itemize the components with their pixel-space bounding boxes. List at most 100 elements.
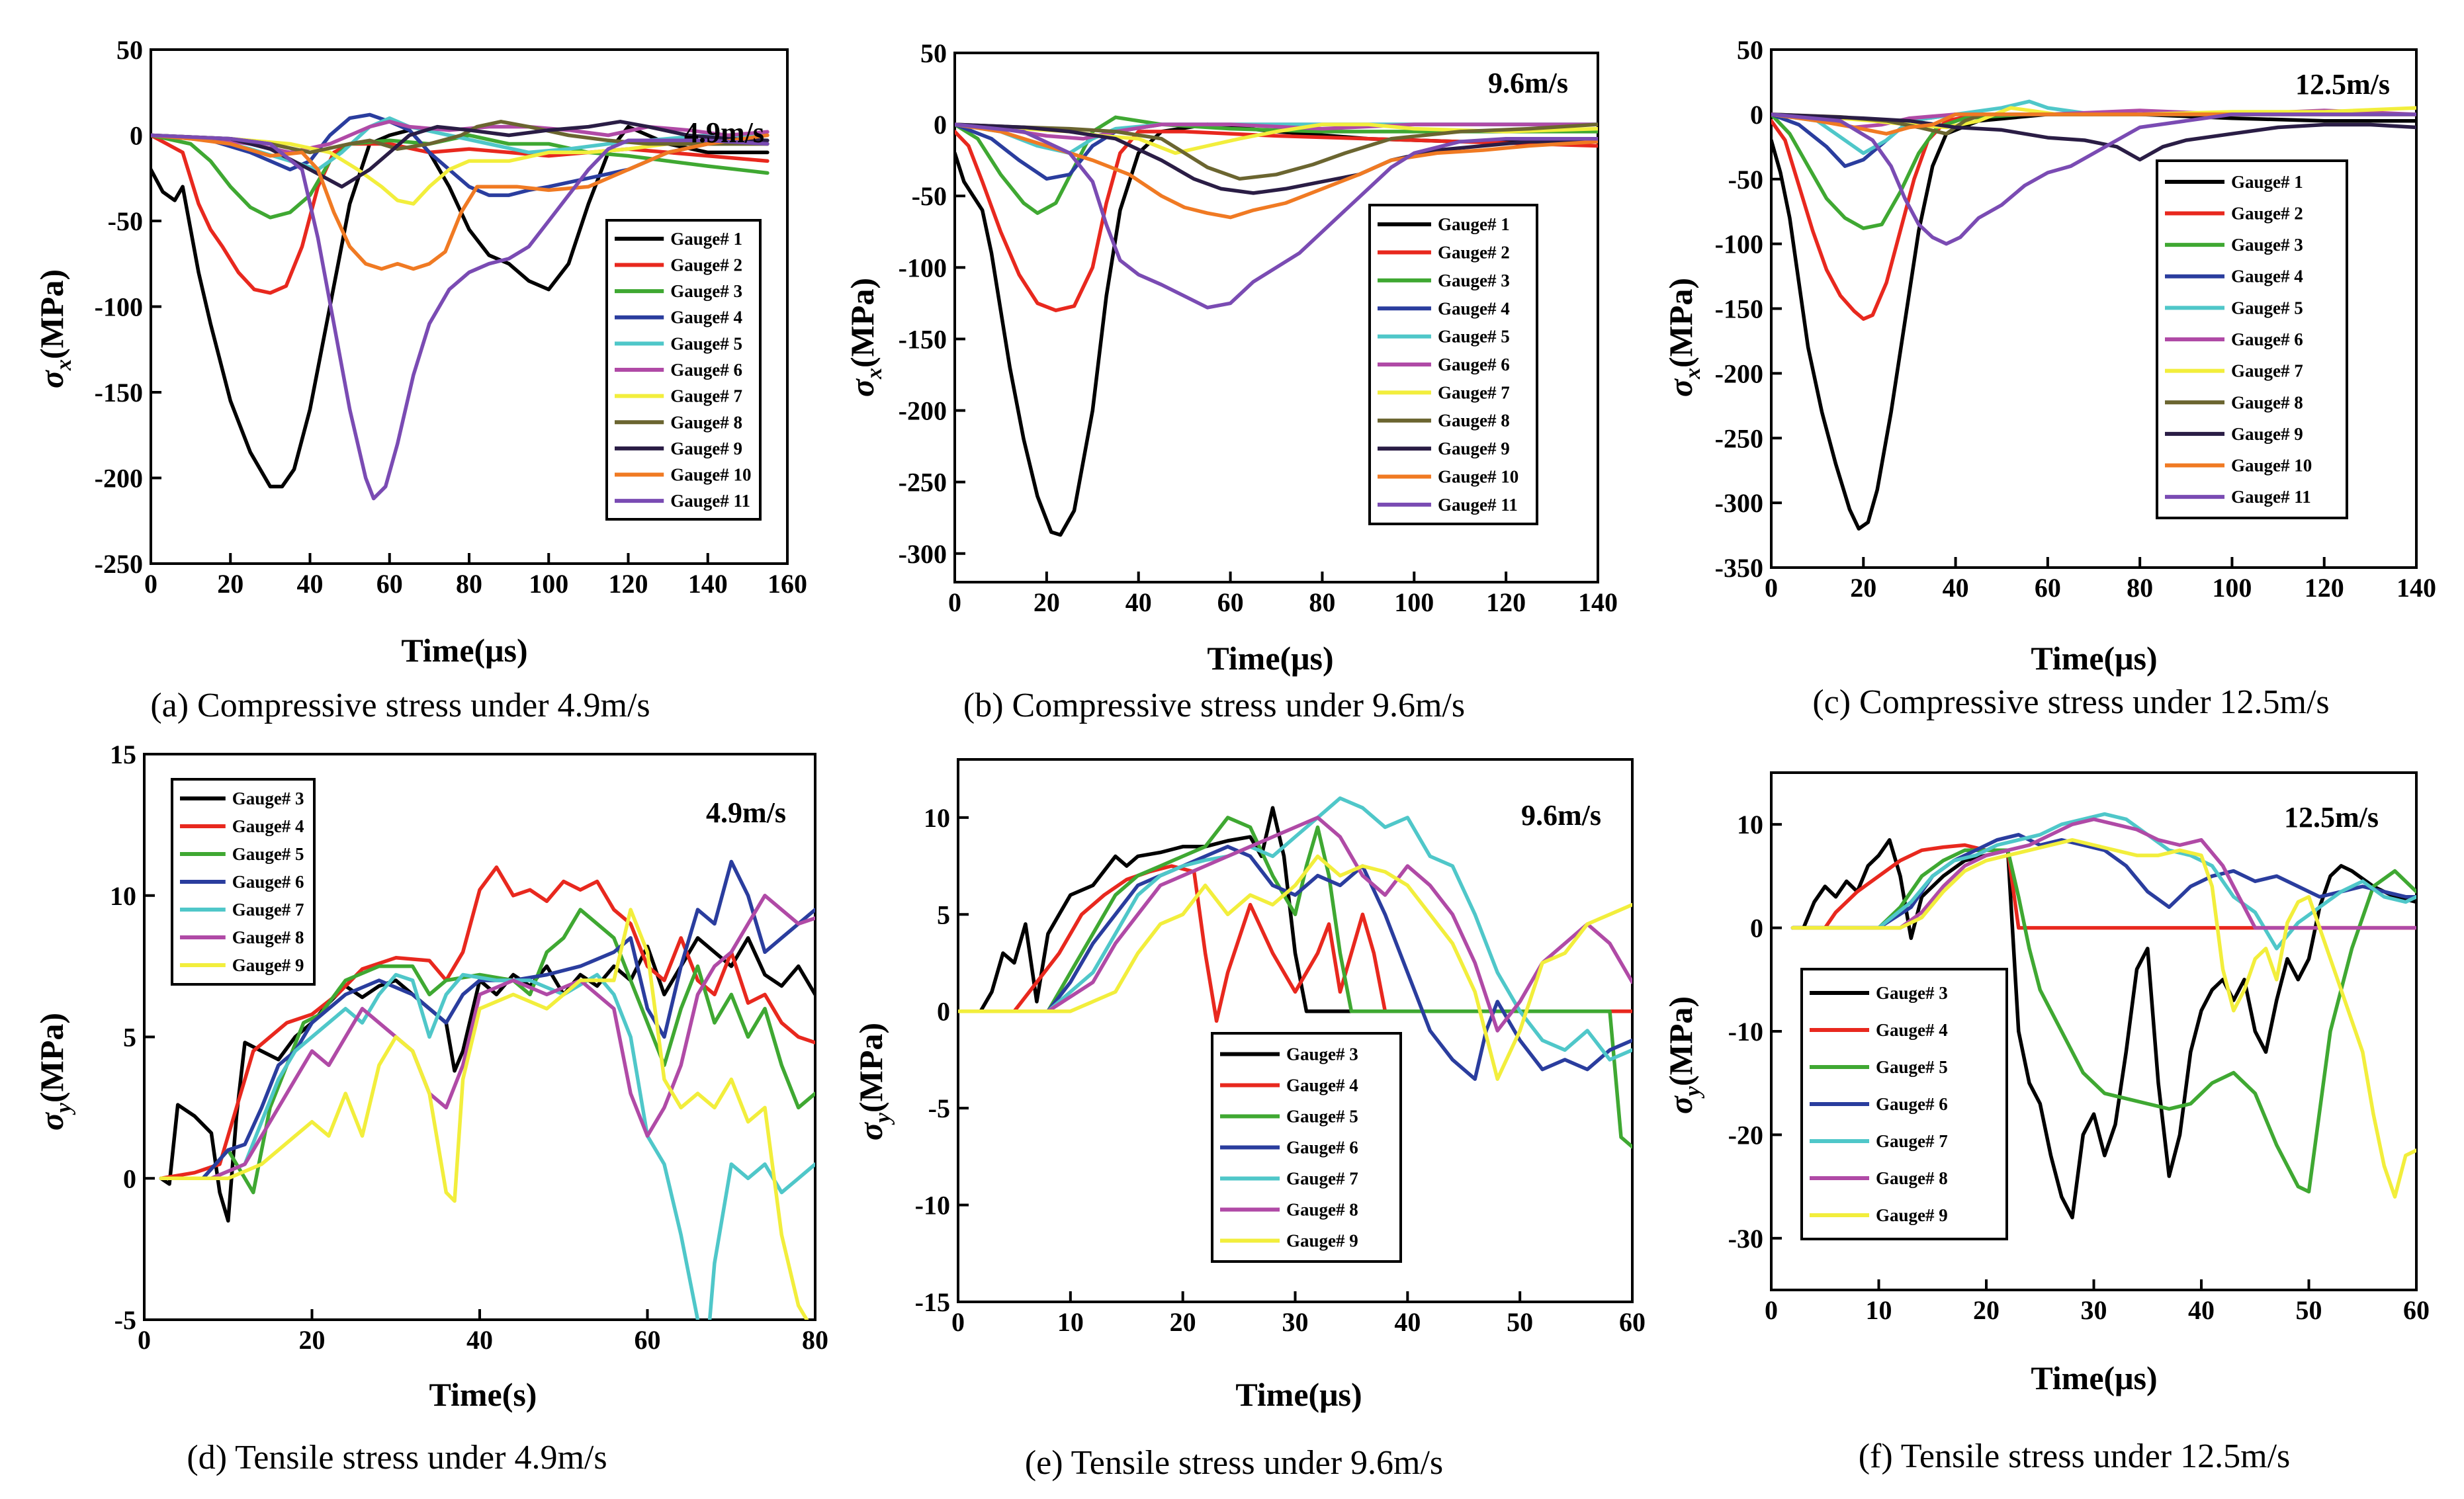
panel-d-speed-annotation: 4.9m/s: [706, 796, 786, 829]
y-tick-label: -15: [915, 1287, 950, 1317]
panel-f-y-axis-symbol: σ: [1662, 1095, 1699, 1114]
y-tick-label: -50: [108, 206, 143, 236]
x-tick-label: 20: [217, 569, 243, 599]
series-line-gauge-10: [151, 133, 770, 271]
y-tick-label: 0: [937, 997, 950, 1027]
panel-e-y-axis-title: σy(MPa): [852, 1023, 895, 1140]
panel-b-y-axis-title: σx(MPa): [844, 278, 887, 397]
x-tick-label: 60: [1217, 587, 1244, 617]
panel-b-x-axis-title: Time(μs): [1207, 640, 1333, 677]
y-tick-label: 50: [1737, 35, 1763, 65]
series-line-gauge-11: [1771, 112, 2416, 246]
legend-label: Gauge# 2: [2231, 203, 2303, 223]
y-tick-label: 10: [1737, 810, 1763, 839]
y-tick-label: -100: [899, 253, 947, 282]
legend-label: Gauge# 7: [1438, 382, 1510, 402]
legend-label: Gauge# 7: [232, 900, 304, 920]
panel-d-y-axis-unit: (MPa): [33, 1013, 70, 1103]
panel-a-speed-annotation: 4.9m/s: [684, 116, 764, 149]
legend-label: Gauge# 9: [232, 955, 304, 975]
y-tick-label: -150: [95, 378, 143, 407]
x-tick-label: 10: [1057, 1307, 1084, 1337]
x-tick-label: 140: [688, 569, 728, 599]
legend-label: Gauge# 5: [232, 844, 304, 864]
panel-c-y-axis-title: σx(MPa): [1662, 278, 1705, 397]
x-tick-label: 80: [456, 569, 482, 599]
panel-a: 0 20 40 60 80 100 120 140 160 -250 -200 -150 -100 -50…: [33, 35, 807, 724]
series-line-gauge-3: [1790, 837, 2416, 1220]
panel-a-legend-entries: Gauge# 1 Gauge# 2 Gauge# 3 Gauge# 4 Gauge# 5…: [615, 229, 752, 511]
panel-e-legend: Gauge# 3 Gauge# 4 Gauge# 5 Gauge# 6 Gauge# 7…: [1211, 1032, 1402, 1263]
x-tick-label: 120: [1486, 587, 1526, 617]
y-tick-label: -100: [95, 292, 143, 322]
y-tick-label: -300: [1715, 488, 1763, 518]
y-tick-label: -30: [1728, 1224, 1763, 1254]
legend-label: Gauge# 5: [1286, 1107, 1358, 1127]
legend-label: Gauge# 9: [1876, 1205, 1948, 1225]
panel-f-legend: Gauge# 3 Gauge# 4 Gauge# 5 Gauge# 6 Gauge# 7…: [1800, 968, 2008, 1240]
y-tick-label: 50: [920, 38, 947, 68]
legend-label: Gauge# 3: [670, 281, 742, 301]
panel-c-caption: (c) Compressive stress under 12.5m/s: [1812, 683, 2329, 721]
series-line-gauge-8: [159, 894, 815, 1181]
panel-c-x-axis-title: Time(μs): [2031, 640, 2157, 677]
panel-f-legend-entries: Gauge# 3 Gauge# 4 Gauge# 5 Gauge# 6 Gauge# 7…: [1810, 983, 1948, 1225]
legend-label: Gauge# 4: [1438, 298, 1510, 318]
y-tick-label: -300: [899, 539, 947, 569]
series-line-gauge-9: [159, 908, 809, 1320]
x-tick-label: 120: [609, 569, 648, 599]
y-tick-label: -250: [899, 468, 947, 497]
legend-label: Gauge# 7: [2231, 361, 2303, 381]
series-line-gauge-5: [958, 816, 1632, 1149]
legend-label: Gauge# 4: [670, 308, 742, 327]
series-line-gauge-4: [1790, 843, 2416, 930]
x-tick-label: 20: [299, 1325, 326, 1355]
panel-f-speed-annotation: 12.5m/s: [2284, 801, 2379, 834]
panel-c-speed-annotation: 12.5m/s: [2295, 68, 2390, 101]
legend-label: Gauge# 5: [1438, 327, 1510, 347]
x-tick-label: 80: [2127, 573, 2153, 603]
legend-label: Gauge# 8: [670, 412, 742, 432]
y-tick-label: -5: [114, 1305, 136, 1335]
legend-label: Gauge# 9: [1438, 439, 1510, 458]
panel-b-caption: (b) Compressive stress under 9.6m/s: [963, 687, 1465, 724]
panel-c-body: 0 20 40 60 80 100 120 140 -350 -300 -250 -200 -150 -1…: [1715, 35, 2436, 603]
series-line-gauge-9: [955, 122, 1598, 195]
x-tick-label: 20: [1170, 1307, 1196, 1337]
legend-label: Gauge# 5: [1876, 1057, 1948, 1077]
legend-label: Gauge# 8: [232, 927, 304, 947]
x-tick-label: 40: [1125, 587, 1152, 617]
x-tick-label: 40: [297, 569, 324, 599]
y-tick-label: 5: [123, 1023, 136, 1052]
y-tick-label: 10: [110, 881, 136, 911]
series-line-gauge-11: [955, 122, 1598, 310]
x-tick-label: 50: [1507, 1307, 1533, 1337]
panel-d-y-axis-title: σy(MPa): [33, 1013, 76, 1131]
legend-label: Gauge# 3: [232, 789, 304, 808]
y-tick-label: -250: [1715, 423, 1763, 453]
legend-label: Gauge# 11: [2231, 487, 2311, 507]
legend-label: Gauge# 9: [670, 439, 742, 458]
legend-label: Gauge# 3: [1438, 271, 1510, 290]
x-tick-label: 20: [1973, 1295, 2000, 1325]
y-tick-label: 0: [1750, 100, 1763, 130]
panel-a-y-axis-unit: (MPa): [33, 269, 70, 359]
series-lines: [1771, 99, 2416, 531]
series-line-gauge-4: [958, 864, 1632, 1023]
panel-a-y-axis-subscript: x: [52, 359, 76, 371]
legend-label: Gauge# 4: [2231, 267, 2303, 286]
x-tick-label: 160: [768, 569, 807, 599]
y-tick-label: -20: [1728, 1120, 1763, 1150]
y-tick-label: -50: [1728, 165, 1763, 194]
x-tick-label: 50: [2296, 1295, 2322, 1325]
series-line-gauge-1: [955, 122, 1598, 537]
legend-label: Gauge# 8: [1438, 411, 1510, 431]
series-line-gauge-5: [1790, 848, 2416, 1194]
y-tick-label: -50: [912, 181, 947, 211]
panel-b-y-axis-unit: (MPa): [844, 278, 881, 368]
legend-label: Gauge# 2: [1438, 243, 1510, 263]
panel-b: 0 20 40 60 80 100 120 140 -300 -250 -200 -150 -100 -5…: [844, 38, 1618, 724]
